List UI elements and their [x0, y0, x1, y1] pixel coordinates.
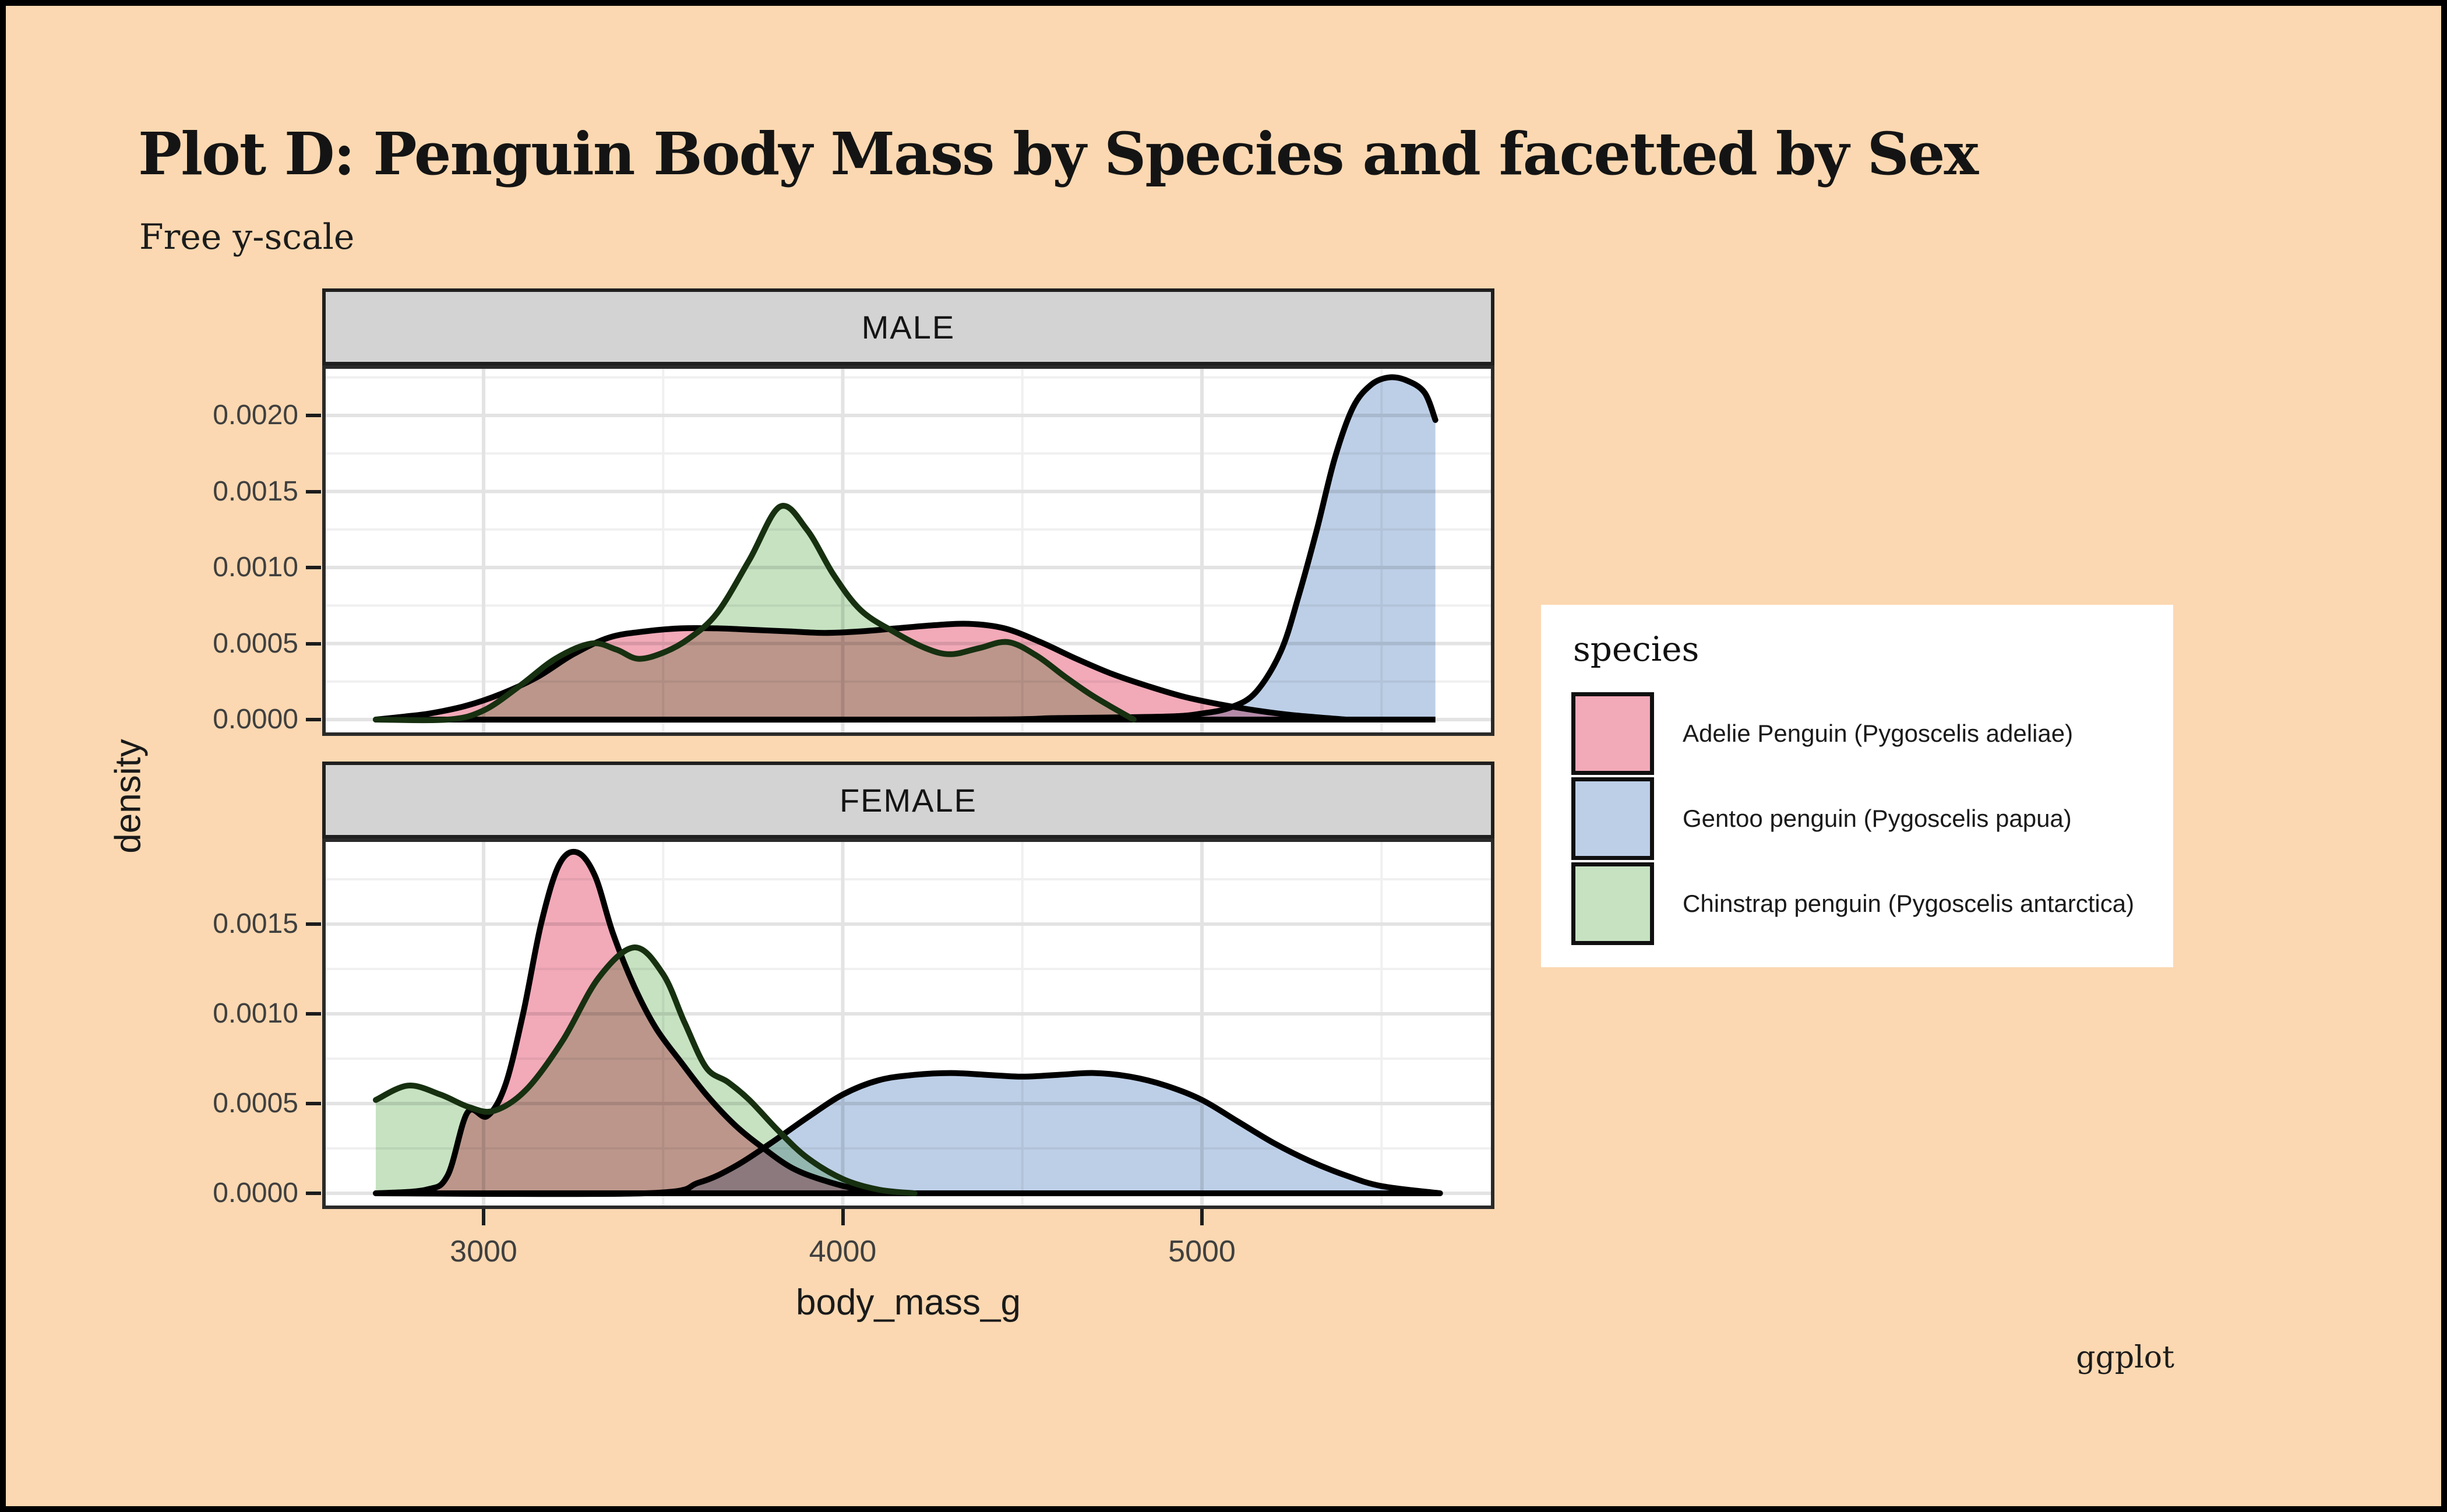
y-tick-label: 0.0015: [213, 475, 298, 507]
male-density-panel: [322, 365, 1494, 736]
y-tick-label: 0.0020: [213, 400, 298, 431]
facet-strip-label-male: MALE: [861, 308, 955, 346]
facet-strip-label-female: FEMALE: [839, 781, 978, 819]
y-tick-label: 0.0005: [213, 1088, 298, 1119]
density-line-chinstrap: [373, 503, 1137, 724]
x-tick-mark: [1200, 1209, 1204, 1225]
y-tick-label: 0.0010: [213, 998, 298, 1029]
panel-border: [322, 365, 1494, 736]
legend-label-chinstrap: Chinstrap penguin (Pygoscelis antarctica…: [1683, 890, 2135, 917]
y-tick-mark: [306, 489, 321, 494]
y-tick-label: 0.0000: [213, 1178, 298, 1208]
density-area-chinstrap: [376, 947, 915, 1193]
density-area-chinstrap: [376, 505, 1134, 721]
y-axis-title: density: [108, 739, 149, 854]
legend-key-adelie: [1571, 692, 1654, 775]
x-tick-mark: [482, 1209, 485, 1225]
legend-title: species: [1573, 629, 1699, 669]
density-line-gentoo: [373, 1070, 1443, 1197]
y-tick-mark: [306, 718, 321, 721]
y-tick-mark: [306, 414, 321, 417]
density-line-gentoo: [373, 374, 1438, 723]
y-tick-mark: [306, 1012, 321, 1016]
legend-label-gentoo: Gentoo penguin (Pygoscelis papua): [1683, 805, 2072, 832]
y-tick-mark: [306, 566, 321, 569]
y-tick-mark: [306, 922, 321, 926]
chart-subtitle: Free y-scale: [139, 217, 355, 258]
x-tick-label: 5000: [1168, 1235, 1236, 1268]
panel-border: [322, 838, 1494, 1209]
y-tick-label: 0.0005: [213, 628, 298, 659]
x-tick-mark: [841, 1209, 845, 1225]
chart-title: Plot D: Penguin Body Mass by Species and…: [138, 119, 1979, 188]
x-tick-label: 4000: [809, 1235, 877, 1268]
density-line-chinstrap: [373, 944, 918, 1196]
caption: ggplot: [2076, 1340, 2174, 1375]
y-tick-label: 0.0010: [213, 552, 298, 583]
x-tick-label: 3000: [450, 1235, 517, 1268]
legend-key-gentoo: [1571, 777, 1654, 860]
female-density-panel: [322, 838, 1494, 1209]
y-tick-mark: [306, 642, 321, 646]
facet-strip-female: FEMALE: [322, 762, 1494, 838]
x-axis-title: body_mass_g: [795, 1282, 1021, 1323]
density-area-gentoo: [376, 1073, 1440, 1194]
y-tick-mark: [306, 1192, 321, 1195]
legend-key-chinstrap: [1571, 862, 1654, 945]
y-tick-label: 0.0000: [213, 704, 298, 735]
density-area-gentoo: [376, 377, 1436, 720]
y-tick-label: 0.0015: [213, 908, 298, 939]
legend: species Adelie Penguin (Pygoscelis adeli…: [1541, 605, 2173, 967]
facet-strip-male: MALE: [322, 288, 1494, 365]
y-tick-mark: [306, 1102, 321, 1105]
legend-label-adelie: Adelie Penguin (Pygoscelis adeliae): [1683, 720, 2074, 747]
